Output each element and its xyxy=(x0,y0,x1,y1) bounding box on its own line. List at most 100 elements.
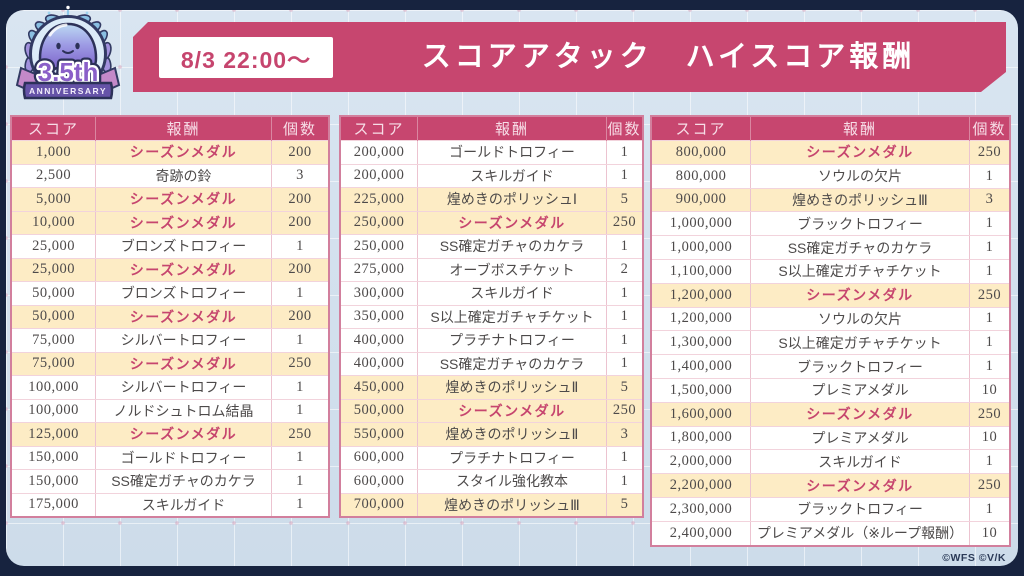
count-cell: 250 xyxy=(271,351,330,376)
table-row: 600,000 スタイル強化教本 1 xyxy=(339,469,644,494)
count-cell: 1 xyxy=(969,306,1011,332)
table-row: 5,000 シーズンメダル 200 xyxy=(10,187,330,212)
count-cell: 1 xyxy=(969,163,1011,189)
table-row: 1,500,000 プレミアメダル 10 xyxy=(650,377,1011,403)
reward-cell: シーズンメダル xyxy=(95,351,272,376)
count-cell: 3 xyxy=(969,187,1011,213)
table-row: 800,000 シーズンメダル 250 xyxy=(650,140,1011,165)
reward-cell: SS確定ガチャのカケラ xyxy=(95,469,272,494)
count-cell: 1 xyxy=(606,469,644,494)
count-cell: 10 xyxy=(969,520,1011,547)
table-row: 300,000 スキルガイド 1 xyxy=(339,281,644,306)
table-row: 1,000,000 ブラックトロフィー 1 xyxy=(650,211,1011,237)
score-cell: 500,000 xyxy=(339,398,418,423)
score-cell: 1,400,000 xyxy=(650,354,751,379)
score-cell: 1,300,000 xyxy=(650,330,751,356)
table-row: 10,000 シーズンメダル 200 xyxy=(10,210,330,235)
table-row: 1,000 シーズンメダル 200 xyxy=(10,140,330,165)
reward-cell: S以上確定ガチャチケット xyxy=(750,330,970,356)
table-row: 2,300,000 ブラックトロフィー 1 xyxy=(650,496,1011,522)
table-row: 250,000 シーズンメダル 250 xyxy=(339,210,644,235)
reward-cell: ブラックトロフィー xyxy=(750,496,970,522)
reward-cell: スキルガイド xyxy=(750,449,970,475)
reward-cell: プラチナトロフィー xyxy=(417,328,607,353)
reward-cell: スキルガイド xyxy=(95,492,272,518)
table-header-row: スコア 報酬 個数 xyxy=(651,116,1010,141)
count-cell: 1 xyxy=(606,304,644,329)
count-cell: 200 xyxy=(271,257,330,282)
count-cell: 1 xyxy=(969,354,1011,379)
table-row: 50,000 ブロンズトロフィー 1 xyxy=(10,281,330,306)
score-cell: 75,000 xyxy=(10,351,96,376)
score-cell: 900,000 xyxy=(650,187,751,213)
score-cell: 25,000 xyxy=(10,234,96,259)
score-cell: 400,000 xyxy=(339,351,418,376)
score-cell: 450,000 xyxy=(339,375,418,400)
count-cell: 200 xyxy=(271,304,330,329)
score-cell: 250,000 xyxy=(339,234,418,259)
count-cell: 5 xyxy=(606,187,644,212)
count-cell: 250 xyxy=(969,401,1011,427)
schedule-text: 8/3 22:00～ xyxy=(180,46,312,73)
reward-cell: ゴールドトロフィー xyxy=(95,445,272,470)
rewards-table: スコア 報酬 個数 1,000 シーズンメダル 200 2,500 奇跡の鈴 3 5,000 シーズ… xyxy=(10,115,330,518)
score-cell: 300,000 xyxy=(339,281,418,306)
table-row: 900,000 煌めきのポリッシュⅢ 3 xyxy=(650,187,1011,213)
column-header: 個数 xyxy=(271,116,329,141)
copyright-notice: ©WFS ©V/K xyxy=(942,552,1006,564)
reward-cell: スタイル強化教本 xyxy=(417,469,607,494)
mascot-blob-icon xyxy=(38,22,98,73)
reward-cell: S以上確定ガチャチケット xyxy=(750,258,970,284)
table-row: 1,600,000 シーズンメダル 250 xyxy=(650,401,1011,427)
column-header: スコア xyxy=(11,116,96,141)
schedule-badge: 8/3 22:00～ xyxy=(159,37,333,78)
count-cell: 5 xyxy=(606,492,644,518)
reward-cell: 煌めきのポリッシュⅠ xyxy=(417,187,607,212)
reward-cell: プレミアメダル xyxy=(750,425,970,451)
table-row: 1,200,000 シーズンメダル 250 xyxy=(650,282,1011,308)
reward-cell: シーズンメダル xyxy=(750,282,970,308)
score-cell: 275,000 xyxy=(339,257,418,282)
count-cell: 1 xyxy=(271,445,330,470)
score-cell: 350,000 xyxy=(339,304,418,329)
score-cell: 600,000 xyxy=(339,469,418,494)
column-header: スコア xyxy=(340,116,418,141)
table-row: 75,000 シルバートロフィー 1 xyxy=(10,328,330,353)
count-cell: 1 xyxy=(271,234,330,259)
reward-cell: シーズンメダル xyxy=(750,140,970,165)
score-cell: 550,000 xyxy=(339,422,418,447)
score-cell: 100,000 xyxy=(10,375,96,400)
score-cell: 600,000 xyxy=(339,445,418,470)
reward-cell: プレミアメダル（※ループ報酬） xyxy=(750,520,970,547)
reward-cell: SS確定ガチャのカケラ xyxy=(750,235,970,260)
rewards-table-high: スコア 報酬 個数 800,000 シーズンメダル 250 800,000 ソウルの欠片 1 90… xyxy=(650,115,1011,547)
reward-cell: ソウルの欠片 xyxy=(750,306,970,332)
count-cell: 1 xyxy=(271,469,330,494)
score-cell: 200,000 xyxy=(339,163,418,188)
score-cell: 225,000 xyxy=(339,187,418,212)
column-header: 報酬 xyxy=(750,116,970,141)
count-cell: 1 xyxy=(969,235,1011,260)
table-row: 1,300,000 S以上確定ガチャチケット 1 xyxy=(650,330,1011,356)
score-cell: 1,000,000 xyxy=(650,211,751,237)
count-cell: 250 xyxy=(969,473,1011,498)
reward-cell: オーブボスチケット xyxy=(417,257,607,282)
reward-cell: ブロンズトロフィー xyxy=(95,234,272,259)
reward-cell: シーズンメダル xyxy=(750,473,970,498)
count-cell: 250 xyxy=(606,210,644,235)
table-row: 200,000 スキルガイド 1 xyxy=(339,163,644,188)
reward-cell: シーズンメダル xyxy=(95,304,272,329)
table-row: 125,000 シーズンメダル 250 xyxy=(10,422,330,447)
score-cell: 50,000 xyxy=(10,281,96,306)
table-row: 25,000 ブロンズトロフィー 1 xyxy=(10,234,330,259)
anniversary-badge-logo: 3.5th 3.5th ANNIVERSARY xyxy=(15,5,121,100)
table-row: 25,000 シーズンメダル 200 xyxy=(10,257,330,282)
count-cell: 1 xyxy=(271,328,330,353)
reward-cell: SS確定ガチャのカケラ xyxy=(417,351,607,376)
table-row: 800,000 ソウルの欠片 1 xyxy=(650,163,1011,189)
table-row: 50,000 シーズンメダル 200 xyxy=(10,304,330,329)
table-row: 550,000 煌めきのポリッシュⅡ 3 xyxy=(339,422,644,447)
count-cell: 250 xyxy=(606,398,644,423)
reward-cell: 煌めきのポリッシュⅡ xyxy=(417,375,607,400)
